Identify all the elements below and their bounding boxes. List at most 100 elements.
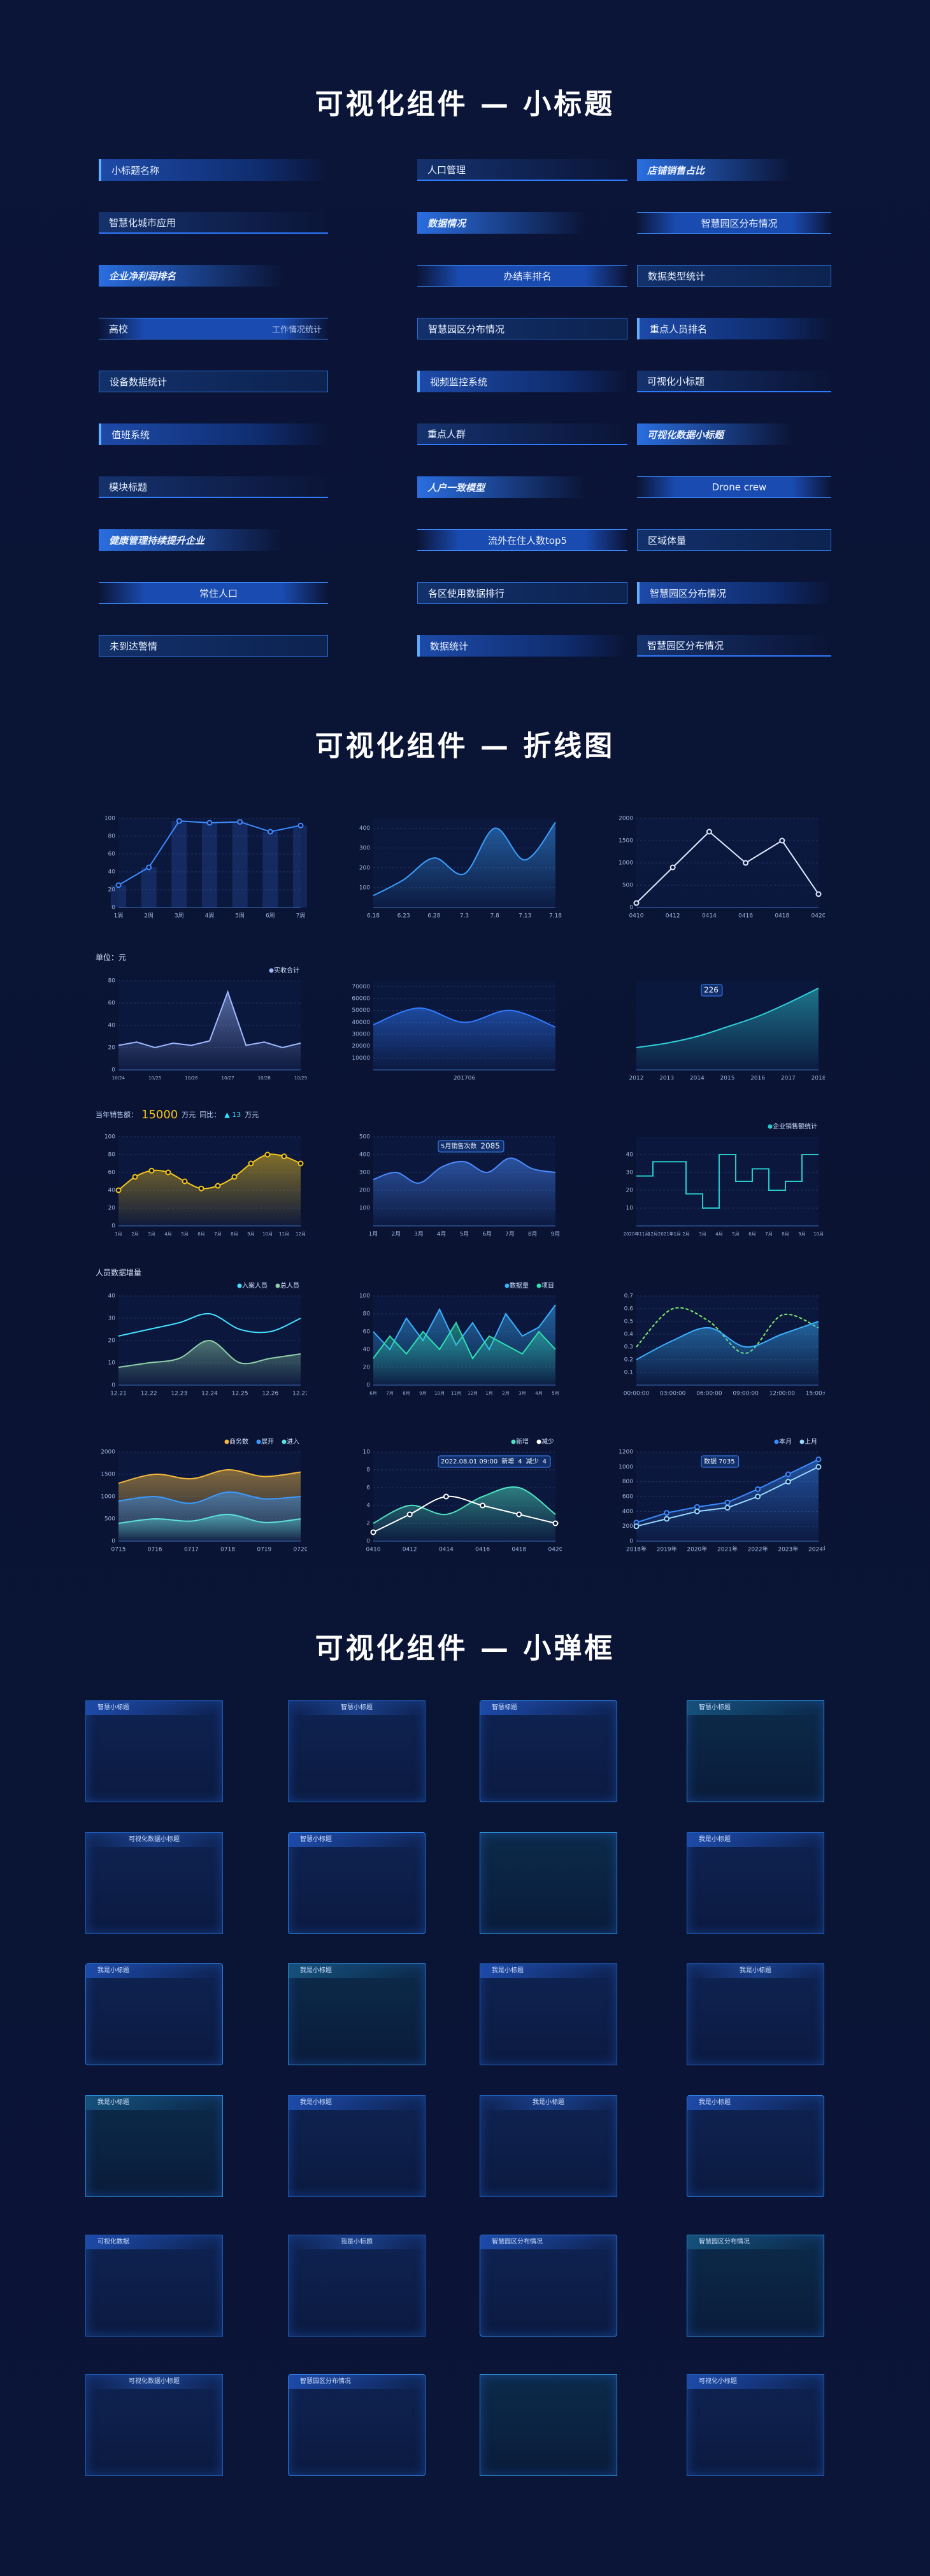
area: [118, 1340, 301, 1385]
title-bar: 数据情况: [417, 212, 627, 234]
legend-label: 本月: [779, 1437, 792, 1446]
popup-frame: 我是小标题: [687, 1832, 824, 1934]
line: [118, 1339, 301, 1368]
x-tick-label: 7.8: [490, 913, 500, 920]
x-tick-label: 2周: [144, 913, 154, 920]
annotation-bg: [701, 984, 723, 997]
title-bar: 视频监控系统: [417, 371, 627, 392]
y-tick-label: 60: [108, 1000, 116, 1007]
popup-frame: 智慧小标题: [85, 1700, 223, 1802]
x-tick-label: 12:00:00: [769, 1391, 796, 1397]
popup-title: 我是小标题: [492, 1967, 524, 1974]
point: [552, 1520, 559, 1526]
y-tick-label: 6: [366, 1485, 370, 1491]
title-text: 数据类型统计: [648, 270, 706, 282]
title-text: 可视化数据小标题: [647, 429, 724, 441]
x-tick-label: 7月: [765, 1232, 772, 1237]
point: [755, 1486, 761, 1492]
point: [815, 891, 822, 897]
x-tick-label: 12.21: [110, 1391, 127, 1397]
legend-swatch: [237, 1283, 242, 1288]
x-tick-label: 7月: [386, 1391, 393, 1396]
x-tick-label: 0414: [439, 1547, 454, 1553]
y-tick-label: 40: [108, 1023, 116, 1029]
y-tick-label: 600: [622, 1494, 633, 1500]
legend-swatch: [256, 1439, 261, 1444]
x-tick-label: 2月: [682, 1232, 689, 1237]
annotation-bg: [438, 1140, 504, 1153]
y-tick-label: 80: [108, 978, 116, 985]
header-text: 当年销售额：: [96, 1110, 138, 1119]
point: [724, 1505, 731, 1511]
legend-label: 上月: [805, 1438, 817, 1446]
title-bar: 智慧园区分布情况: [637, 582, 831, 604]
x-tick-label: 0718: [220, 1547, 235, 1553]
y-tick-label: 0: [366, 1383, 370, 1389]
y-tick-label: 200: [359, 1188, 370, 1194]
title-text: 智慧园区分布情况: [650, 587, 727, 599]
popup-title: 智慧标题: [492, 1704, 517, 1711]
x-tick-label: 3月: [148, 1232, 155, 1237]
title-bar: 数据类型统计: [637, 265, 831, 287]
y-tick-label: 20: [108, 1045, 116, 1051]
x-tick-label: 5月: [181, 1232, 188, 1237]
popup-title: 智慧小标题: [300, 1836, 332, 1843]
popup-frame: 我是小标题: [480, 1963, 617, 2065]
y-tick-label: 400: [359, 1152, 370, 1158]
title-text: 高校: [109, 323, 129, 335]
title-bar: 设备数据统计: [99, 371, 328, 392]
point: [669, 864, 676, 871]
y-tick-label: 100: [359, 1206, 370, 1212]
title-bar: 智慧园区分布情况: [637, 212, 831, 234]
x-tick-label: 9月: [798, 1232, 805, 1237]
line: [118, 1513, 301, 1524]
chart: 进入 展开 商务数 0 500 1000 1500 2000 0715 0716 0717 0718 0…: [101, 1437, 307, 1553]
popup-header: 我是小标题: [687, 1964, 824, 1978]
point: [694, 1508, 700, 1514]
x-tick-label: 12.24: [201, 1391, 218, 1397]
title-text: 智慧园区分布情况: [647, 639, 724, 651]
x-tick-label: 2024年: [808, 1546, 825, 1553]
legend-label: 项目: [541, 1282, 554, 1290]
header-text: 同比：: [199, 1111, 220, 1119]
title-bar: 店铺销售占比: [637, 159, 831, 181]
x-tick-label: 12.23: [171, 1391, 187, 1397]
area: [636, 1321, 819, 1385]
y-tick-label: 0: [366, 1539, 370, 1545]
popup-title: 我是小标题: [740, 1967, 771, 1974]
popup-frame: 智慧小标题: [288, 1700, 426, 1802]
legend-label: 进入: [287, 1438, 299, 1446]
x-tick-label: 0412: [403, 1547, 417, 1553]
x-tick-label: 12.25: [232, 1391, 248, 1397]
y-tick-label: 2000: [101, 1449, 115, 1456]
column: [202, 823, 217, 907]
area: [373, 1158, 555, 1226]
annotation-text: 数据 7035: [704, 1457, 735, 1465]
x-tick-label: 2017: [781, 1076, 796, 1082]
legend-label: 展开: [261, 1438, 274, 1446]
header-text: 万元: [245, 1111, 259, 1119]
popup-header: 我是小标题: [289, 1964, 425, 1978]
y-tick-label: 50000: [352, 1007, 370, 1014]
title-sub: 工作情况统计: [271, 325, 322, 335]
point: [755, 1493, 761, 1500]
popup-header: 我是小标题: [86, 2096, 222, 2110]
popup-frame: [480, 1832, 617, 1934]
title-bar: 未到达警情: [99, 635, 328, 657]
y-tick-label: 500: [622, 883, 633, 889]
title-text: 智慧园区分布情况: [701, 217, 778, 229]
chart: 项目 数据量 0 20 40 60 80 100 6月 7月 8月 9月 10月 11月 12月 1月 2月 3月…: [359, 1281, 559, 1396]
title-text: 办结率排名: [503, 270, 552, 282]
y-tick-label: 60: [108, 1170, 116, 1176]
y-tick-label: 4: [366, 1503, 370, 1509]
annotation-box: 226: [701, 984, 723, 997]
point: [664, 1516, 670, 1522]
y-tick-label: 400: [359, 825, 370, 832]
title-bar: 重点人员排名: [637, 318, 831, 339]
x-tick-label: 201706: [454, 1076, 476, 1082]
legend-label: 数据量: [510, 1281, 529, 1290]
annotation-bg: [701, 1455, 740, 1468]
point: [694, 1504, 700, 1510]
popup-header: 智慧小标题: [289, 1833, 425, 1847]
